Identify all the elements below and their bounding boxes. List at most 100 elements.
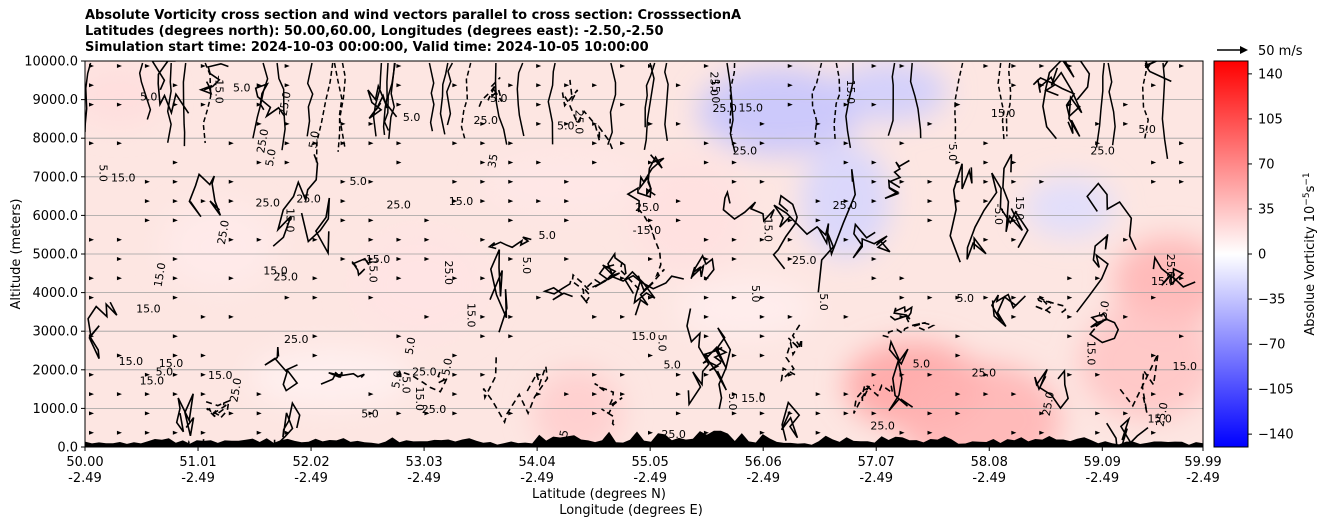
wind-vector [1011, 430, 1017, 435]
contour-label: 15.0 [119, 355, 144, 368]
contour-line [372, 62, 383, 137]
contour-line [638, 154, 665, 191]
contour-label: -15.0 [362, 253, 390, 266]
contour-line [780, 400, 801, 441]
wind-vector [368, 411, 374, 416]
wind-vector [843, 102, 849, 107]
contour-line [623, 270, 656, 316]
wind-vector [675, 121, 681, 126]
wind-vector [172, 160, 178, 165]
wind-vector [396, 160, 402, 165]
wind-vector [396, 257, 402, 261]
wind-vector [927, 218, 933, 223]
wind-vector [312, 295, 318, 300]
wind-vector [871, 64, 877, 68]
wind-vector [256, 430, 262, 435]
wind-vector [815, 199, 821, 204]
wind-vector [787, 218, 793, 223]
wind-vector [1039, 64, 1045, 68]
contour-line [315, 62, 334, 163]
wind-vector [368, 218, 374, 223]
contour-line [1141, 62, 1149, 141]
x-tick-label-longitude: -2.49 [68, 471, 102, 486]
wind-vector [116, 64, 122, 68]
wind-vector [284, 295, 290, 300]
wind-vector [480, 199, 486, 204]
wind-vector [871, 179, 877, 184]
wind-vector [564, 218, 570, 223]
y-tick-label: 1000.0 [33, 402, 79, 417]
wind-vector [871, 411, 877, 416]
wind-vector [144, 411, 150, 416]
contour-line [1002, 153, 1024, 232]
contour-line [619, 208, 665, 295]
wind-vector [1011, 295, 1017, 300]
wind-vector [480, 372, 486, 377]
wind-vector [508, 179, 514, 184]
vorticity-patch [801, 141, 892, 258]
wind-vector [620, 314, 626, 319]
x-tick-label-latitude: 51.01 [179, 455, 216, 470]
contour-line [1119, 353, 1159, 414]
contour-label: 15.0 [741, 392, 766, 405]
contour-label: 5.0 [96, 164, 109, 182]
wind-vector [759, 353, 765, 358]
wind-vector [116, 392, 122, 397]
wind-vector [256, 102, 262, 107]
wind-vector [536, 83, 542, 88]
contour-line [494, 62, 508, 145]
wind-vector [731, 141, 737, 146]
contour-line [949, 163, 973, 263]
wind-vector [1067, 334, 1073, 339]
contour-label: 25.0 [296, 193, 321, 206]
wind-vector [1179, 179, 1185, 184]
wind-vector [787, 257, 793, 261]
wind-vector [1151, 83, 1157, 88]
wind-vector [1095, 372, 1101, 377]
y-tick-label: 3000.0 [33, 325, 79, 340]
wind-vector [955, 102, 961, 107]
wind-vector [508, 141, 514, 146]
contour-line [817, 169, 857, 293]
contour-line [439, 62, 449, 135]
x-tick-label-longitude: -2.49 [972, 471, 1006, 486]
wind-vector [312, 353, 318, 358]
contour-line [833, 62, 841, 142]
wind-vector [1123, 314, 1129, 319]
contour-line [264, 346, 299, 392]
wind-vector [200, 64, 206, 68]
wind-vector [564, 392, 570, 397]
wind-vector [144, 64, 150, 68]
wind-vector [396, 276, 402, 281]
contour-label: 5.0 [140, 90, 158, 103]
contour-label: 5.0 [520, 257, 533, 275]
wind-vector [396, 102, 402, 107]
wind-vector [172, 295, 178, 300]
wind-vector [955, 334, 961, 339]
y-tick-label: 6000.0 [33, 209, 79, 224]
contour-label: 25.0 [1040, 391, 1057, 417]
vorticity-patch [1113, 237, 1203, 326]
wind-vector [340, 179, 346, 184]
wind-vector [228, 141, 234, 146]
x-tick-label-longitude: -2.49 [633, 471, 667, 486]
contour-line [188, 172, 222, 218]
wind-vector [1011, 218, 1017, 223]
wind-vector [508, 314, 514, 319]
contour-line [644, 62, 656, 128]
contour-label: 15.0 [136, 303, 161, 316]
wind-reference-label: 50 m/s [1258, 44, 1303, 59]
wind-vector [703, 314, 709, 319]
y-tick-label: 8000.0 [33, 132, 79, 147]
wind-vector [228, 411, 234, 416]
wind-vector [731, 392, 737, 397]
wind-vector [396, 237, 402, 242]
contour-label: 25.0 [1090, 145, 1115, 158]
wind-vector [89, 372, 94, 377]
contour-line [1161, 62, 1169, 160]
wind-vector [871, 257, 877, 261]
vorticity-patch [485, 154, 648, 215]
wind-vector [871, 102, 877, 107]
wind-vector [116, 237, 122, 242]
